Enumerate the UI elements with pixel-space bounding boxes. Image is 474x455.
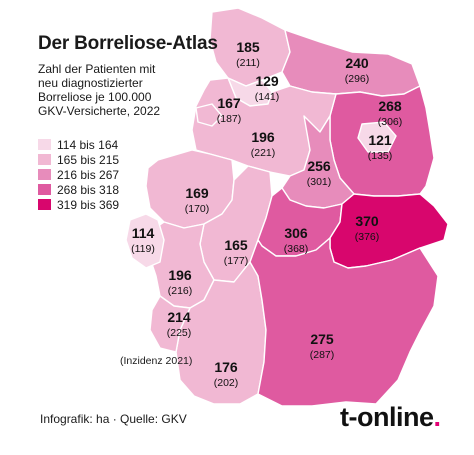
label-mecklenburg-vorpommern: 240 (296): [345, 55, 370, 85]
state-previous: (301): [307, 176, 332, 188]
label-rheinland-pfalz: 196 (216): [168, 267, 193, 297]
legend-label: 114 bis 164: [57, 137, 119, 152]
state-value: 370: [355, 213, 379, 229]
state-value: 306: [284, 225, 308, 241]
legend-item: 319 bis 369: [38, 197, 119, 212]
state-previous: (287): [310, 349, 335, 361]
subtitle-line: Borreliose je 100.000: [38, 90, 152, 104]
legend-item: 165 bis 215: [38, 152, 119, 167]
state-value: 185: [236, 39, 260, 55]
label-schleswig-holstein: 185 (211): [236, 39, 260, 69]
page-title: Der Borreliose-Atlas: [38, 33, 218, 54]
legend-swatch: [38, 169, 51, 180]
legend-item: 268 bis 318: [38, 182, 119, 197]
label-bremen: 167 (187): [217, 95, 242, 125]
source-footer: Infografik: ha · Quelle: GKV: [40, 412, 187, 426]
label-berlin: 121 (135): [368, 132, 393, 162]
label-saarland: 114 (119): [131, 225, 155, 255]
state-bayern: [249, 237, 439, 407]
subtitle: Zahl der Patienten mit neu diagnostizier…: [38, 62, 160, 118]
brand-logo: t-online.: [340, 402, 441, 433]
state-value: 165: [224, 237, 248, 253]
label-baden-wuerttemberg: 176 (202): [214, 359, 239, 389]
state-value: 121: [368, 132, 392, 148]
state-previous: (141): [255, 91, 280, 103]
state-value: 176: [214, 359, 238, 375]
legend-swatch: [38, 154, 51, 165]
state-value: 268: [378, 98, 402, 114]
subtitle-line: GKV-Versicherte, 2022: [38, 104, 161, 118]
state-previous: (296): [345, 73, 370, 85]
state-previous: (376): [355, 231, 380, 243]
state-previous: (211): [236, 57, 260, 69]
state-value: 196: [168, 267, 192, 283]
state-value: 169: [185, 185, 209, 201]
label-brandenburg: 268 (306): [378, 98, 403, 128]
state-bremen: [195, 103, 223, 127]
legend: 114 bis 164 165 bis 215 216 bis 267 268 …: [38, 137, 119, 212]
brand-name: t-online: [340, 402, 434, 432]
state-sachsen: [329, 193, 449, 269]
state-previous: (177): [224, 255, 249, 267]
legend-swatch: [38, 199, 51, 210]
label-hamburg: 129 (141): [255, 73, 280, 103]
legend-label: 319 bis 369: [57, 197, 120, 212]
state-previous: (225): [167, 327, 192, 339]
state-saarland: [125, 213, 165, 269]
state-value: 196: [251, 129, 275, 145]
state-rheinland-south: [149, 295, 191, 353]
label-sachsen: 370 (376): [355, 213, 380, 243]
state-berlin: [357, 121, 397, 153]
brand-dot: .: [433, 402, 441, 432]
state-value: 214: [167, 309, 191, 325]
state-value: 256: [307, 158, 331, 174]
state-value: 275: [310, 331, 334, 347]
label-bayern: 275 (287): [310, 331, 335, 361]
state-previous: (170): [185, 203, 210, 215]
state-previous: (135): [368, 150, 393, 162]
state-previous: (216): [168, 285, 193, 297]
label-rheinland-south: 214 (225): [167, 309, 192, 339]
legend-label: 268 bis 318: [57, 182, 120, 197]
label-hessen: 165 (177): [224, 237, 249, 267]
state-previous: (187): [217, 113, 242, 125]
state-value: 167: [217, 95, 241, 111]
legend-item: 216 bis 267: [38, 167, 119, 182]
legend-swatch: [38, 139, 51, 150]
label-sachsen-anhalt: 256 (301): [307, 158, 332, 188]
state-value: 129: [255, 73, 279, 89]
state-previous: (221): [251, 147, 276, 159]
label-nordrhein-westfalen: 169 (170): [185, 185, 210, 215]
state-previous: (119): [131, 243, 155, 255]
label-niedersachsen: 196 (221): [251, 129, 276, 159]
state-previous: (368): [284, 243, 309, 255]
legend-swatch: [38, 184, 51, 195]
label-thueringen: 306 (368): [284, 225, 309, 255]
state-value: 240: [345, 55, 369, 71]
legend-label: 216 bis 267: [57, 167, 120, 182]
state-previous: (202): [214, 377, 239, 389]
state-previous: (306): [378, 116, 403, 128]
legend-label: 165 bis 215: [57, 152, 120, 167]
state-value: 114: [132, 225, 155, 241]
state-schleswig-holstein: [209, 7, 291, 87]
legend-item: 114 bis 164: [38, 137, 119, 152]
incidence-note: (Inzidenz 2021): [120, 355, 193, 367]
subtitle-line: Zahl der Patienten mit: [38, 62, 156, 76]
subtitle-line: neu diagnostizierter: [38, 76, 143, 90]
